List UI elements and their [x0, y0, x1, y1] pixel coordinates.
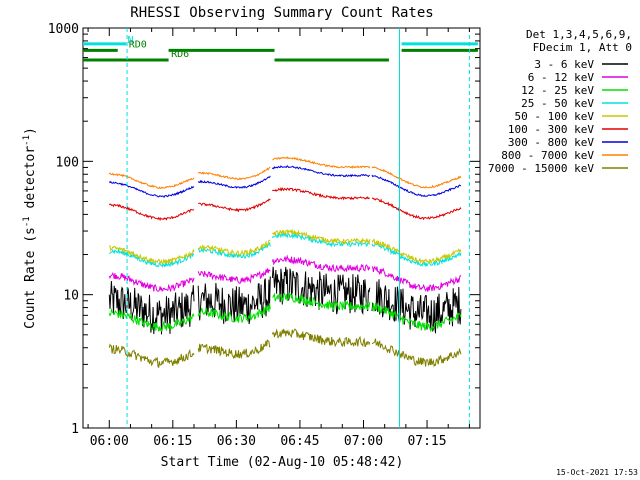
state-bar-label: N [127, 35, 133, 46]
state-bar-label: RD0 [129, 39, 147, 50]
x-axis-ticks: 06:00 06:15 06:30 06:45 07:00 07:15 [87, 28, 470, 449]
legend-entry-label: 100 - 300 keV [508, 123, 594, 136]
series-layer [108, 156, 462, 369]
x-tick-label: 06:30 [217, 434, 256, 449]
legend-entry-label: 12 - 25 keV [521, 84, 594, 97]
series-line [108, 156, 462, 189]
y-tick-label: 100 [56, 155, 79, 170]
chart-title: RHESSI Observing Summary Count Rates [130, 5, 433, 21]
legend-entry-label: 800 - 7000 keV [501, 149, 594, 162]
y-axis-label-sup2: -1 [22, 135, 32, 146]
y-axis-ticks: 1 10 100 1000 [48, 22, 480, 437]
y-tick-label: 1 [71, 422, 79, 437]
legend-header-line-1: Det 1,3,4,5,6,9, [526, 28, 632, 41]
y-tick-label: 10 [63, 289, 79, 304]
series-line [108, 328, 462, 369]
series-line [108, 292, 462, 333]
y-axis-label-end: ) [23, 127, 38, 135]
plot-border [82, 27, 481, 429]
plot-frame [82, 27, 481, 429]
series-line [108, 228, 462, 265]
series-line [108, 266, 462, 335]
series-line [108, 164, 462, 198]
x-tick-label: 06:00 [90, 434, 129, 449]
x-axis-label: Start Time (02-Aug-10 05:48:42) [161, 455, 404, 470]
state-change-lines [126, 28, 470, 428]
y-axis-label-sup1: -1 [22, 216, 32, 227]
x-tick-label: 07:00 [344, 434, 383, 449]
y-axis-label-mid: detector [23, 146, 38, 217]
legend: Det 1,3,4,5,6,9, FDecim 1, Att 0 3 - 6 k… [488, 28, 632, 175]
legend-entry-label: 300 - 800 keV [508, 136, 594, 149]
series-line [108, 254, 462, 293]
legend-entry-label: 6 - 12 keV [528, 71, 595, 84]
legend-header-line-2: FDecim 1, Att 0 [533, 41, 632, 54]
series-line [108, 186, 462, 222]
legend-entry-label: 25 - 50 keV [521, 97, 594, 110]
y-tick-label: 1000 [48, 22, 79, 37]
y-axis-label-main: Count Rate (s [23, 227, 38, 329]
x-tick-label: 06:45 [280, 434, 319, 449]
x-tick-label: 06:15 [153, 434, 192, 449]
y-axis-label: Count Rate (s-1 detector-1) [22, 127, 38, 329]
legend-entry-label: 50 - 100 keV [515, 110, 595, 123]
legend-entry-label: 7000 - 15000 keV [488, 162, 594, 175]
legend-entry-label: 3 - 6 keV [534, 58, 594, 71]
x-tick-label: 07:15 [407, 434, 446, 449]
state-bar-label: RD6 [171, 49, 189, 60]
footer-date: 15-Oct-2021 17:53 [556, 468, 638, 477]
